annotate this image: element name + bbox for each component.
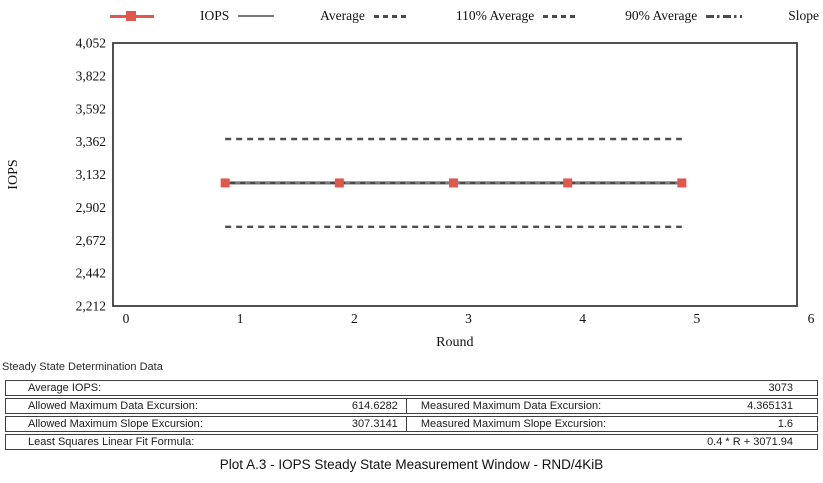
- iops-marker: [220, 178, 230, 188]
- legend-label-iops: IOPS: [199, 8, 230, 23]
- steady-state-table: Steady State Determination Data Average …: [2, 361, 818, 452]
- legend-item-average: Average: [320, 8, 410, 24]
- solid-line-sample-icon: [238, 14, 275, 18]
- row-label: Measured Maximum Data Excursion:: [420, 400, 602, 412]
- iops-sample-square: [126, 11, 136, 21]
- x-tick-label: 5: [693, 311, 700, 326]
- row-label: Allowed Maximum Data Excursion:: [28, 400, 198, 412]
- legend-label-slope: Slope: [788, 8, 819, 23]
- x-tick-label: 0: [123, 311, 130, 326]
- y-tick-label: 2,672: [76, 233, 106, 248]
- y-tick-label: 3,822: [76, 68, 106, 83]
- row-label: Average IOPS:: [28, 382, 102, 394]
- x-tick-label: 3: [465, 311, 472, 326]
- row-value: 3073: [768, 382, 793, 394]
- legend-label-90-average: 90% Average: [625, 8, 698, 23]
- x-axis-label: Round: [436, 335, 473, 350]
- legend-item-iops-marker: [110, 10, 154, 22]
- row-value: 307.3141: [351, 418, 398, 430]
- table-row-linear-fit: Least Squares Linear Fit Formula: 0.4 * …: [5, 434, 818, 450]
- table-cell-right: Measured Maximum Data Excursion: 4.36513…: [405, 399, 817, 413]
- y-tick-label: 2,902: [76, 200, 106, 215]
- row-label: Measured Maximum Slope Excursion:: [420, 418, 607, 430]
- y-tick-label: 3,592: [76, 101, 106, 116]
- x-tick-label: 1: [237, 311, 244, 326]
- x-tick-label: 6: [808, 311, 815, 326]
- table-cell-left: Allowed Maximum Data Excursion: 614.6282: [6, 399, 406, 413]
- dashed-line-sample-icon: [373, 14, 410, 18]
- iops-marker: [334, 178, 344, 188]
- table-row-data-excursion: Allowed Maximum Data Excursion: 614.6282…: [5, 398, 818, 414]
- table-cell-left: Allowed Maximum Slope Excursion: 307.314…: [6, 417, 406, 431]
- legend-item-slope: Slope: [788, 8, 819, 24]
- y-tick-label: 2,442: [76, 266, 106, 281]
- y-tick-label: 3,132: [76, 167, 106, 182]
- table-row-average-iops: Average IOPS: 3073: [5, 380, 818, 396]
- x-tick-label: 4: [579, 311, 586, 326]
- row-label: Least Squares Linear Fit Formula:: [28, 436, 195, 448]
- table-row-slope-excursion: Allowed Maximum Slope Excursion: 307.314…: [5, 416, 818, 432]
- table-cell-right: Measured Maximum Slope Excursion: 1.6: [405, 417, 817, 431]
- plot-caption: Plot A.3 - IOPS Steady State Measurement…: [219, 457, 604, 472]
- y-axis-label: IOPS: [6, 159, 21, 189]
- legend-label-110-average: 110% Average: [455, 8, 535, 23]
- table-title: Steady State Determination Data: [2, 361, 163, 373]
- x-tick-label: 2: [351, 311, 358, 326]
- legend-item-iops: IOPS: [199, 8, 275, 24]
- dashdot-line-sample-icon: [706, 14, 743, 18]
- row-value: 1.6: [777, 418, 793, 430]
- dashed-line-sample-icon: [543, 14, 580, 18]
- row-value: 4.365131: [747, 400, 793, 412]
- legend-label-average: Average: [320, 8, 365, 23]
- iops-marker: [677, 178, 687, 188]
- row-label: Allowed Maximum Slope Excursion:: [28, 418, 203, 430]
- legend-item-110-average: 110% Average: [455, 8, 580, 24]
- iops-marker: [449, 178, 459, 188]
- y-tick-label: 4,052: [76, 36, 106, 51]
- iops-marker-sample-icon: [110, 10, 154, 22]
- y-tick-label: 3,362: [76, 134, 106, 149]
- legend-item-90-average: 90% Average: [625, 8, 743, 24]
- plot-border: [112, 42, 798, 307]
- row-value: 614.6282: [351, 400, 398, 412]
- row-value: 0.4 * R + 3071.94: [707, 436, 793, 448]
- iops-marker: [563, 178, 573, 188]
- iops-steady-state-chart: 4,052 3,822 3,592 3,362 3,132 2,902 2,672 2,442…: [6, 36, 815, 351]
- y-tick-label: 2,212: [76, 299, 106, 314]
- chart-legend: IOPS Average 110% Average 90% Average Sl…: [0, 3, 823, 29]
